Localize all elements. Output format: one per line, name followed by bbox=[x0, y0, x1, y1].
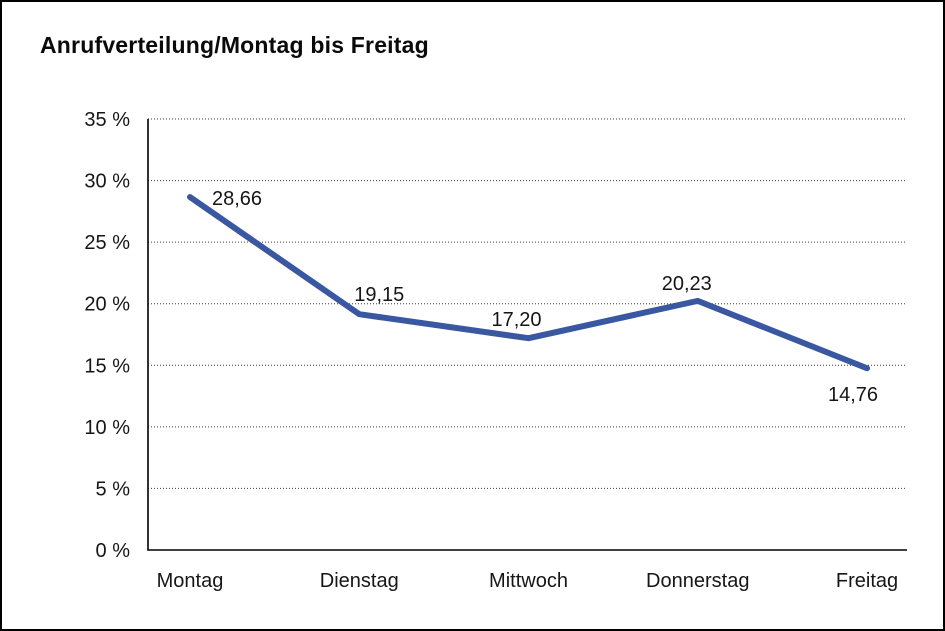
axis-lines bbox=[147, 119, 907, 551]
data-point-label: 19,15 bbox=[354, 284, 404, 306]
y-axis-tick-label: 0 % bbox=[96, 540, 131, 562]
axes-group bbox=[147, 119, 907, 551]
y-axis-tick-label: 25 % bbox=[84, 232, 130, 254]
chart-title: Anrufverteilung/Montag bis Freitag bbox=[40, 32, 429, 58]
x-axis-tick-label: Dienstag bbox=[320, 570, 399, 592]
x-axis-tick-label: Montag bbox=[157, 570, 224, 592]
data-point-label: 17,20 bbox=[491, 309, 541, 331]
x-axis-tick-label: Freitag bbox=[836, 570, 898, 592]
labels-group: 0 % 5 % 10 % 15 % 20 % 25 % 30 % 35 % Montag Dien… bbox=[84, 109, 898, 592]
y-axis-tick-label: 10 % bbox=[84, 417, 130, 439]
y-axis-tick-label: 30 % bbox=[84, 171, 130, 193]
x-axis-tick-label: Mittwoch bbox=[489, 570, 568, 592]
data-point-label: 20,23 bbox=[662, 273, 712, 295]
y-axis-tick-label: 35 % bbox=[84, 109, 130, 131]
data-point-label: 28,66 bbox=[212, 188, 262, 210]
y-axis-tick-label: 20 % bbox=[84, 294, 130, 316]
gridlines-group bbox=[148, 118, 907, 489]
data-series-group bbox=[187, 194, 870, 372]
y-axis-tick-label: 15 % bbox=[84, 355, 130, 377]
data-point-label: 14,76 bbox=[828, 384, 878, 406]
y-axis-tick-label: 5 % bbox=[96, 478, 131, 500]
data-line bbox=[187, 194, 870, 372]
x-axis-tick-label: Donnerstag bbox=[646, 570, 749, 592]
